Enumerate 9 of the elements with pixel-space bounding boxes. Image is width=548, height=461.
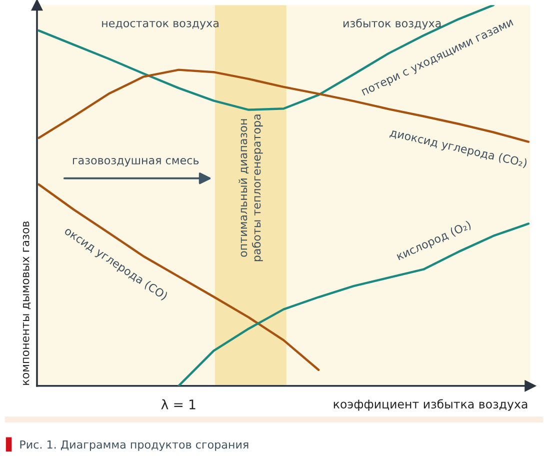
y-axis-title: компоненты дымовых газов xyxy=(22,221,31,385)
text: Рис. 1. Диаграмма продуктов сгорания xyxy=(20,440,248,451)
text: диоксид углерода (CO₂) xyxy=(389,128,528,170)
annotation: избыток воздуха xyxy=(344,18,441,30)
annotation: недостаток воздуха xyxy=(102,20,218,30)
annotation: оптимальный диапазон работы теплогенератора xyxy=(238,114,263,262)
x-axis-title: коэффициент избытка воздуха xyxy=(334,399,528,411)
annotation: газовоздушная смесь xyxy=(72,158,199,167)
text: λ = 1 xyxy=(161,399,196,410)
